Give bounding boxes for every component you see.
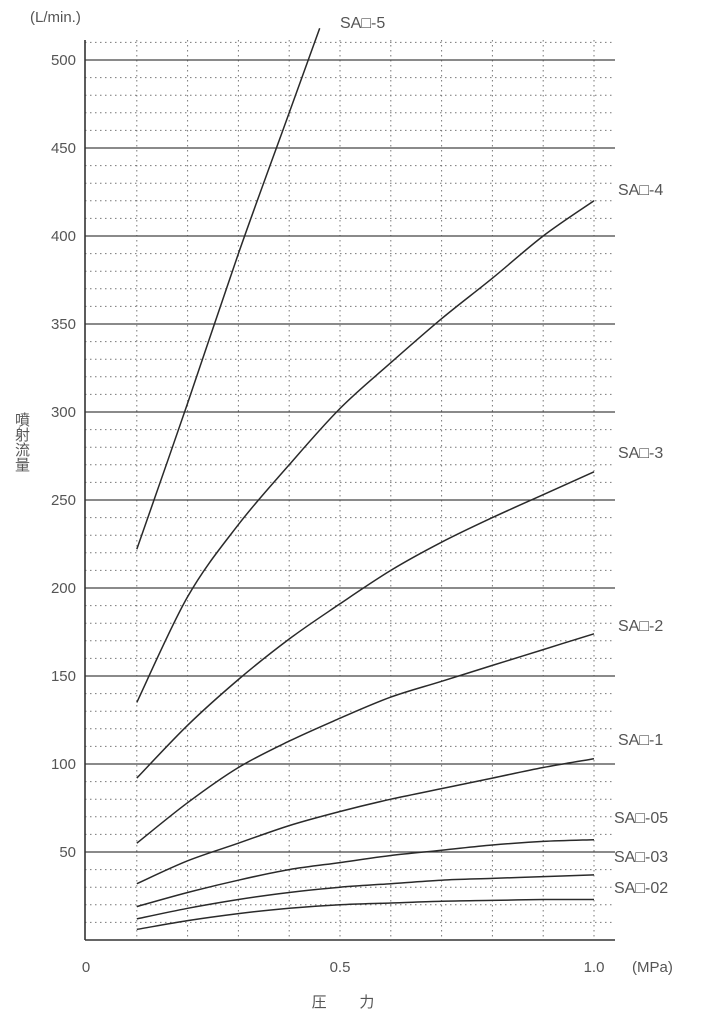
series-line xyxy=(136,898,595,931)
tick-labels: 50 100 150 200 250 300 350 400 450 500 0 0.5 1.0 xyxy=(51,52,604,976)
major-grid xyxy=(85,59,615,853)
series-label: SA□-5 xyxy=(340,15,385,32)
series-line xyxy=(136,874,595,920)
y-tick-label: 400 xyxy=(51,228,76,245)
y-tick-label: 200 xyxy=(51,580,76,597)
y-tick-label: 50 xyxy=(59,844,76,861)
series-line xyxy=(136,633,595,844)
x-tick-label: 0.5 xyxy=(330,959,351,976)
series-label: SA□-2 xyxy=(618,618,663,635)
x-tick-label: 0 xyxy=(82,959,90,976)
y-axis-title: 噴射流量 xyxy=(13,412,31,472)
x-unit-label: (MPa) xyxy=(632,959,673,976)
series-line xyxy=(136,471,595,779)
series-label: SA□-4 xyxy=(618,182,663,199)
y-tick-label: 250 xyxy=(51,492,76,509)
x-tick-label: 1.0 xyxy=(584,959,605,976)
series-line xyxy=(136,757,595,885)
series-label: SA□-3 xyxy=(618,445,663,462)
x-axis-title: 圧 力 xyxy=(312,993,389,1011)
series-line xyxy=(136,838,595,908)
y-tick-label: 300 xyxy=(51,404,76,421)
series-label: SA□-1 xyxy=(618,732,663,749)
y-tick-label: 100 xyxy=(51,756,76,773)
plot-background xyxy=(85,40,615,940)
series-labels: SA□-5 SA□-4 SA□-3 SA□-2 SA□-1 SA□-05 SA□-03 SA□… xyxy=(340,15,668,897)
y-tick-label: 350 xyxy=(51,316,76,333)
y-tick-label: 450 xyxy=(51,140,76,157)
y-unit-label: (L/min.) xyxy=(30,9,81,26)
series-line xyxy=(136,200,595,703)
axes xyxy=(84,40,615,941)
series-label: SA□-02 xyxy=(614,880,668,897)
y-tick-label: 500 xyxy=(51,52,76,69)
series-line xyxy=(136,28,321,550)
y-tick-label: 150 xyxy=(51,668,76,685)
series-lines xyxy=(136,28,595,931)
series-label: SA□-05 xyxy=(614,810,668,827)
minor-grid xyxy=(85,40,615,940)
series-label: SA□-03 xyxy=(614,849,668,866)
